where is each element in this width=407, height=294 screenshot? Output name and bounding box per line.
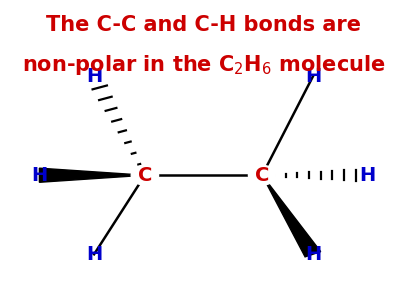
Text: H: H: [305, 67, 321, 86]
Polygon shape: [39, 168, 145, 182]
Circle shape: [131, 165, 159, 185]
Text: H: H: [305, 245, 321, 264]
Text: H: H: [31, 166, 48, 185]
Polygon shape: [262, 175, 321, 257]
Circle shape: [248, 165, 276, 185]
Text: H: H: [86, 67, 102, 86]
Text: C: C: [255, 166, 269, 185]
Text: H: H: [359, 166, 376, 185]
Text: H: H: [86, 245, 102, 264]
Text: non-polar in the C$_2$H$_6$ molecule: non-polar in the C$_2$H$_6$ molecule: [22, 53, 385, 77]
Text: C: C: [138, 166, 152, 185]
Text: The C-C and C-H bonds are: The C-C and C-H bonds are: [46, 15, 361, 35]
